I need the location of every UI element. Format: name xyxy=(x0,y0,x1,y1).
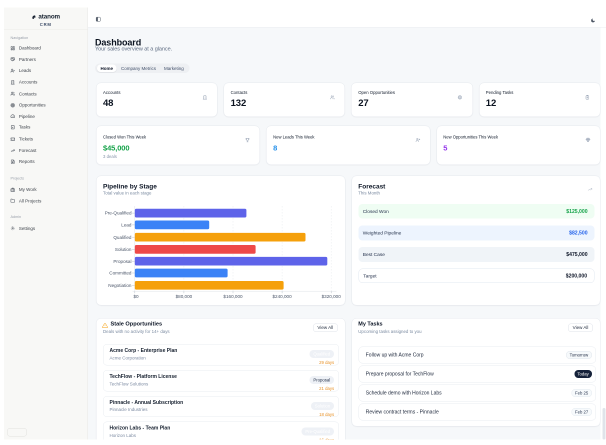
svg-text:Proposal: Proposal xyxy=(113,259,131,264)
svg-text:$240,000: $240,000 xyxy=(273,294,293,299)
svg-text:Committed: Committed xyxy=(109,270,132,275)
svg-text:Qualified: Qualified xyxy=(113,235,132,240)
svg-text:Pre-Qualified: Pre-Qualified xyxy=(105,210,132,215)
svg-text:Negotiation: Negotiation xyxy=(108,283,132,288)
svg-text:$0: $0 xyxy=(133,294,139,299)
svg-text:$320,000: $320,000 xyxy=(322,294,342,299)
svg-text:$80,000: $80,000 xyxy=(176,294,193,299)
svg-text:$160,000: $160,000 xyxy=(223,294,243,299)
svg-text:Lead: Lead xyxy=(121,222,132,227)
svg-text:Solution: Solution xyxy=(115,247,132,252)
